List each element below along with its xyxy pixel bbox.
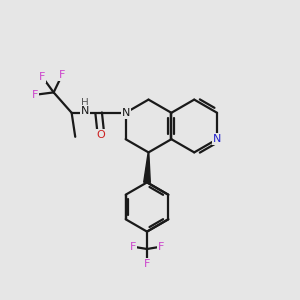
Text: F: F [144,259,150,269]
Text: N: N [122,108,130,118]
Polygon shape [144,152,150,183]
Text: F: F [129,242,136,252]
Text: F: F [59,70,65,80]
Text: F: F [158,242,165,252]
Text: N: N [213,134,221,144]
Text: H: H [81,98,89,109]
Text: F: F [39,72,45,82]
Text: F: F [32,90,38,100]
Text: N: N [81,106,89,116]
Text: O: O [97,130,105,140]
